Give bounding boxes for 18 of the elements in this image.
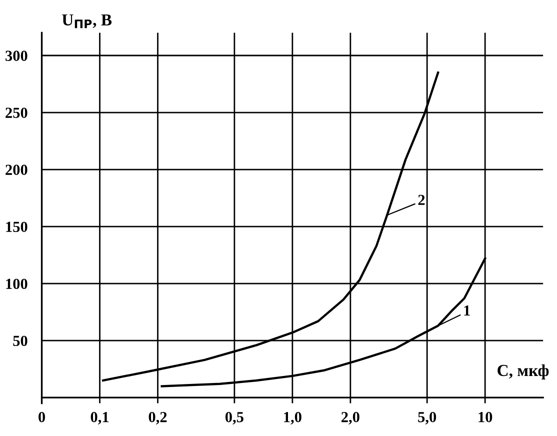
x-tick-label: 0,2 [148, 412, 167, 424]
y-tick-label: 100 [6, 278, 28, 290]
y-tick-label: 150 [6, 222, 28, 232]
legend-label: 1 [464, 305, 470, 316]
y-tick-label: 250 [6, 108, 28, 118]
x-tick-label: 0 [38, 412, 46, 422]
x-tick-label: 5,0 [418, 412, 436, 424]
x-tick-label: 10 [478, 412, 492, 422]
x-tick-label: 0,5 [225, 412, 244, 424]
y-tick-label: 50 [13, 336, 28, 346]
x-tick-label: 1,0 [284, 412, 302, 424]
x-tick-label: 0,1 [90, 412, 109, 424]
legend-label: 2 [418, 194, 425, 205]
y-axis-title: U$_{ПР}$, В [62, 14, 112, 28]
y-tick-label: 300 [6, 50, 28, 61]
x-tick-label: 2,0 [342, 412, 360, 424]
x-axis-title: С, мкф [498, 364, 549, 380]
y-tick-label: 200 [6, 164, 28, 175]
